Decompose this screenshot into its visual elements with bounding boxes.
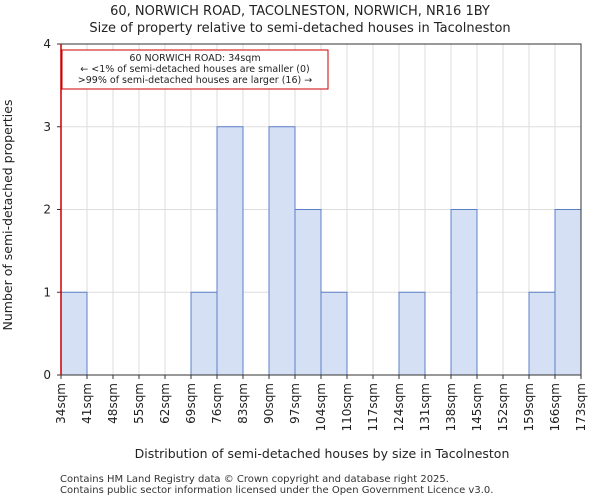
x-tick-label: 166sqm: [548, 383, 562, 431]
x-tick-label: 69sqm: [184, 383, 198, 424]
annotation: 60 NORWICH ROAD: 34sqm← <1% of semi-deta…: [61, 49, 329, 90]
annotation-box: [61, 49, 329, 90]
bar: [528, 291, 556, 376]
y-tick-label: 3: [43, 120, 51, 134]
bars: [60, 126, 582, 376]
y-tick-label: 2: [43, 203, 51, 217]
x-tick-label: 159sqm: [522, 383, 536, 431]
bar: [294, 209, 322, 376]
x-axis-label: Distribution of semi-detached houses by …: [135, 446, 510, 461]
annotation-line: >99% of semi-detached houses are larger …: [78, 75, 312, 86]
x-tick-label: 41sqm: [80, 383, 94, 424]
x-tick-label: 138sqm: [444, 383, 458, 431]
bar: [60, 291, 88, 376]
x-tick-label: 90sqm: [262, 383, 276, 424]
x-tick-label: 62sqm: [158, 383, 172, 424]
bar: [268, 126, 296, 376]
bar: [320, 291, 348, 376]
x-tick-label: 110sqm: [340, 383, 354, 431]
chart-title: 60, NORWICH ROAD, TACOLNESTON, NORWICH, …: [110, 4, 490, 19]
chart-subtitle: Size of property relative to semi-detach…: [89, 21, 511, 36]
axes: 0 1 2 3 4 34sqm 41sqm 48sqm 55sqm 62sqm 69sqm 76sqm…: [43, 37, 588, 431]
x-tick-label: 83sqm: [236, 383, 250, 424]
y-tick-label: 4: [43, 37, 51, 51]
bar: [554, 209, 582, 376]
x-tick-label: 117sqm: [366, 383, 380, 431]
footer-copyright: Contains HM Land Registry data © Crown c…: [60, 474, 449, 485]
y-tick-label: 1: [43, 285, 51, 299]
x-tick-label: 76sqm: [210, 383, 224, 424]
x-tick-label: 55sqm: [132, 383, 146, 424]
bar: [216, 126, 244, 376]
bar: [450, 209, 478, 376]
x-tick-label: 145sqm: [470, 383, 484, 431]
x-tick-label: 104sqm: [314, 383, 328, 431]
y-tick-label: 0: [43, 368, 51, 382]
bar: [190, 291, 218, 376]
x-tick-label: 97sqm: [288, 383, 302, 424]
bar: [398, 291, 426, 376]
annotation-line: 60 NORWICH ROAD: 34sqm: [129, 53, 260, 64]
y-axis-label: Number of semi-detached properties: [0, 100, 15, 331]
x-tick-label: 124sqm: [392, 383, 406, 431]
x-tick-label: 173sqm: [574, 383, 588, 431]
footer-licence: Contains public sector information licen…: [60, 485, 494, 496]
x-tick-label: 131sqm: [418, 383, 432, 431]
annotation-line: ← <1% of semi-detached houses are smalle…: [80, 64, 309, 75]
x-tick-label: 34sqm: [54, 383, 68, 424]
x-tick-label: 48sqm: [106, 383, 120, 424]
x-tick-label: 152sqm: [496, 383, 510, 431]
